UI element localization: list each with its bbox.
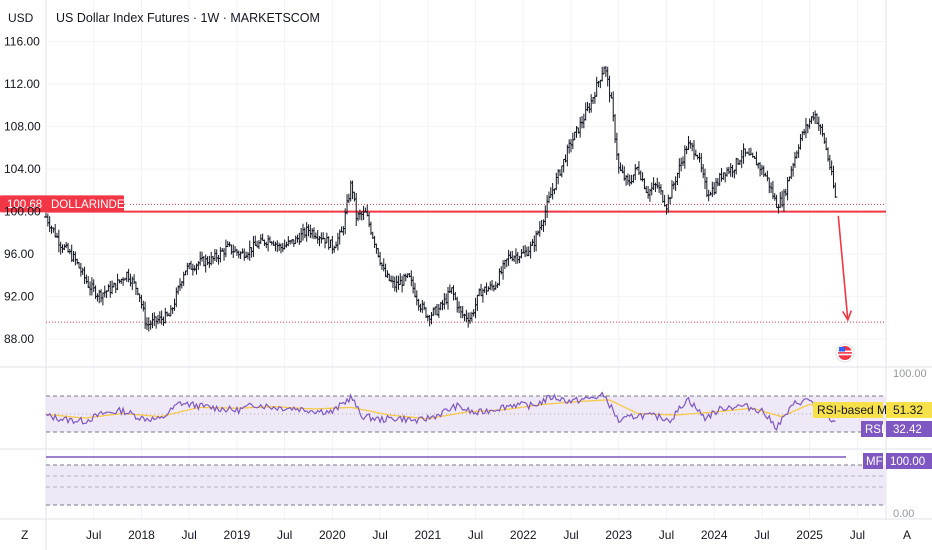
mf-tag: MF 100.00: [863, 453, 932, 469]
chart-title[interactable]: US Dollar Index Futures · 1W · MARKETSCO…: [56, 11, 320, 25]
x-tick-label: 2018: [128, 528, 155, 542]
x-tick-label: 2025: [796, 528, 823, 542]
x-tick-label: Jul: [850, 528, 865, 542]
mf-value: 100.00: [890, 456, 925, 468]
price-tag-label: DOLLARINDEX: [51, 199, 132, 211]
y-tick-label: 100.00: [4, 205, 41, 219]
rsi-ma-value: 51.32: [893, 403, 923, 417]
price-tag: 100.68 DOLLARINDEX: [0, 195, 132, 213]
indicator-scale-top: 100.00: [893, 368, 927, 380]
y-tick-label: 88.00: [4, 332, 34, 346]
x-tick-label: Jul: [659, 528, 674, 542]
x-tick-label: Jul: [277, 528, 292, 542]
x-tick-label: Jul: [754, 528, 769, 542]
mf-band: [46, 465, 886, 505]
y-tick-label: 104.00: [4, 162, 41, 176]
rsi-label: RSI: [865, 424, 884, 436]
x-tick-label: 2019: [224, 528, 251, 542]
rsi-value-box: [886, 421, 932, 437]
price-bars: [44, 65, 838, 332]
rsi-line: [45, 391, 836, 432]
corner-left-label[interactable]: Z: [21, 528, 28, 542]
currency-label: USD: [8, 11, 34, 25]
x-tick-label: 2023: [605, 528, 632, 542]
x-tick-label: Jul: [182, 528, 197, 542]
x-tick-label: 2021: [414, 528, 441, 542]
price-tag-value: 100.68: [7, 199, 42, 211]
indicator-scale-bottom: 0.00: [893, 508, 914, 520]
arrow-head: [841, 310, 853, 322]
rsi-value: 32.42: [893, 424, 922, 436]
y-tick-label: 112.00: [4, 77, 40, 91]
corner-right-label[interactable]: A: [903, 528, 911, 542]
y-tick-label: 116.00: [4, 35, 40, 49]
rsi-ma-label: RSI-based MA: [817, 403, 895, 417]
x-tick-label: 2020: [319, 528, 346, 542]
x-tick-label: Jul: [372, 528, 387, 542]
y-tick-label: 108.00: [4, 120, 41, 134]
mf-label: MF: [866, 456, 883, 468]
mf-value-box: [886, 453, 932, 469]
x-tick-label: Jul: [563, 528, 578, 542]
projection-arrow[interactable]: [837, 215, 853, 322]
y-tick-label: 96.00: [4, 247, 34, 261]
us-flag-icon[interactable]: [835, 343, 855, 363]
y-tick-label: 92.00: [4, 290, 34, 304]
arrow-shaft: [837, 215, 849, 321]
x-tick-label: 2022: [510, 528, 537, 542]
mf-label-box: [863, 453, 883, 469]
rsi-label-box: [861, 421, 883, 437]
rsi-tag: RSI 32.42: [861, 421, 932, 437]
rsi-ma-tag: RSI-based MA 51.32: [813, 402, 932, 418]
rsi-ma-label-box: [813, 402, 883, 418]
x-tick-label: 2024: [701, 528, 728, 542]
x-tick-label: Jul: [468, 528, 483, 542]
rsi-ma-value-box: [886, 402, 932, 418]
price-tag-box: [0, 195, 124, 213]
x-tick-label: Jul: [86, 528, 101, 542]
time-axis-labels: Jul 2018 Jul 2019 Jul 2020 Jul 2021 Jul 2022 Jul 20…: [86, 528, 865, 542]
price-axis-labels: 116.00 112.00 108.00 104.00 100.00 96.00 92.00…: [4, 35, 41, 347]
